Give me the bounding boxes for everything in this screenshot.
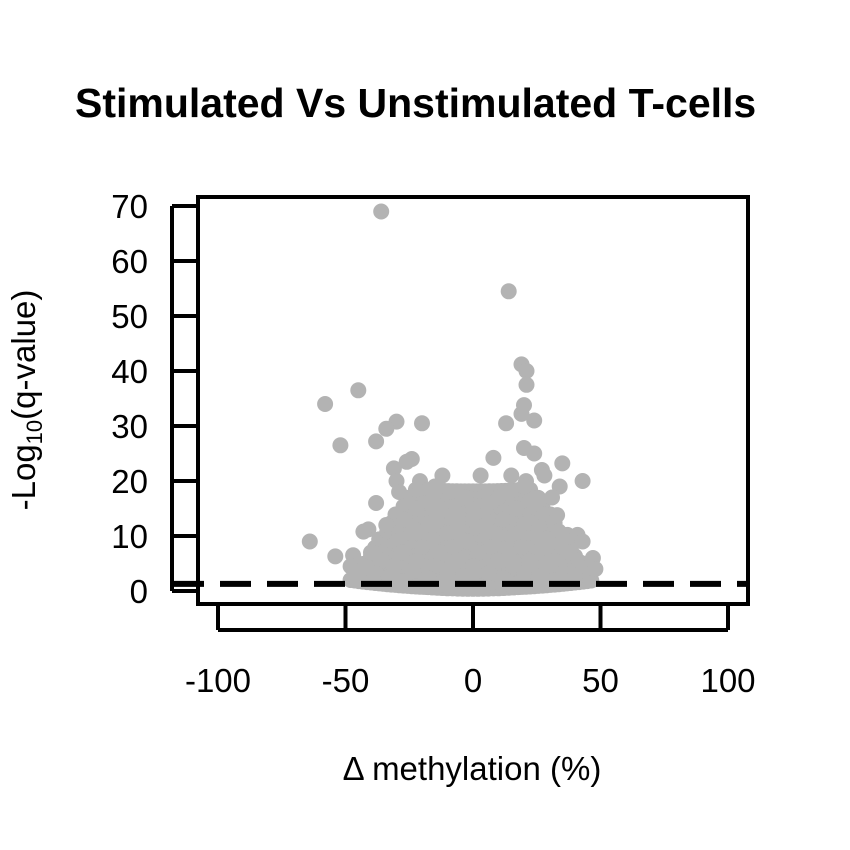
data-point [485,449,502,466]
data-point [518,376,535,393]
data-point [396,511,413,528]
data-point [378,420,395,437]
data-point [373,552,390,569]
data-point [503,467,520,484]
data-point [539,530,555,547]
data-point [317,396,334,412]
data-point [465,558,481,575]
x-tick-label: 50 [582,662,619,699]
y-axis-title: -Log10(q-value) [5,290,47,511]
data-point [490,552,507,569]
data-point [449,511,466,528]
y-axis-title-subscript: 10 [22,420,47,444]
data-point [472,467,489,484]
data-point [526,495,543,511]
data-point [424,517,441,533]
data-point [475,518,492,535]
x-axis: -100 -50 0 50 100 [185,606,756,699]
data-point [426,478,443,495]
data-point [457,489,474,506]
x-tick-label: 0 [464,662,482,699]
data-point [500,283,517,300]
x-tick-label: 100 [700,662,755,699]
x-tick-label: -100 [185,662,251,699]
y-tick-label: 60 [111,243,148,280]
data-point [531,568,548,585]
data-point [521,552,538,569]
data-point [510,525,527,542]
data-point [526,445,543,462]
y-axis-title-suffix: (q-value) [5,290,42,420]
data-point [429,500,446,517]
data-point [373,203,390,220]
data-point [327,548,344,565]
data-point [332,437,349,454]
data-point [544,489,560,506]
y-tick-label: 10 [111,518,148,555]
data-point [378,517,395,533]
x-axis-title: Δ methylation (%) [343,750,602,787]
chart-title: Stimulated Vs Unstimulated T-cells [75,80,756,126]
data-point [393,544,410,561]
data-point [536,467,553,484]
data-point [574,533,591,550]
y-tick-label: 50 [111,298,148,335]
data-point [513,539,530,555]
data-points [301,203,604,597]
data-point [508,500,525,517]
plot-frame [196,195,750,606]
data-point [465,501,481,518]
data-point [518,363,535,379]
data-point [498,415,515,432]
data-point [487,526,504,543]
data-point [350,382,367,399]
data-point [368,495,385,511]
data-point [408,500,425,517]
data-point [549,507,566,524]
data-point [444,539,461,555]
data-point [391,484,408,500]
data-point [480,495,497,511]
y-tick-label: 20 [111,463,148,500]
data-point [561,544,578,561]
data-point [482,539,499,555]
y-tick-label: 40 [111,353,148,390]
data-point [368,433,385,450]
data-point [355,523,372,540]
y-tick-label: 30 [111,408,148,445]
data-point [449,552,466,569]
data-point [403,451,420,467]
data-point [403,525,420,542]
y-axis: 0 10 20 30 40 50 60 70 [111,188,198,610]
data-point [380,568,397,585]
data-point [516,478,532,495]
data-point [431,544,448,561]
data-point [347,566,364,583]
data-point [513,405,530,422]
data-point [459,533,476,550]
data-point [434,576,451,593]
data-point [587,561,604,577]
y-tick-label: 70 [111,188,148,225]
data-point [368,565,385,582]
data-point [414,539,430,555]
data-point [470,544,487,561]
data-point [439,525,456,542]
x-tick-label: -50 [322,662,370,699]
data-point [301,533,318,550]
data-point [393,573,410,590]
data-point [414,415,430,432]
data-point [480,565,497,582]
data-point [526,412,543,429]
y-axis-title-prefix: -Log [5,444,42,510]
data-point [574,473,591,489]
data-point [536,506,553,522]
y-tick-label: 0 [130,573,148,610]
data-point [567,567,583,584]
data-point [554,455,571,472]
data-point [385,460,402,477]
data-point [495,511,512,528]
data-point [442,484,459,500]
